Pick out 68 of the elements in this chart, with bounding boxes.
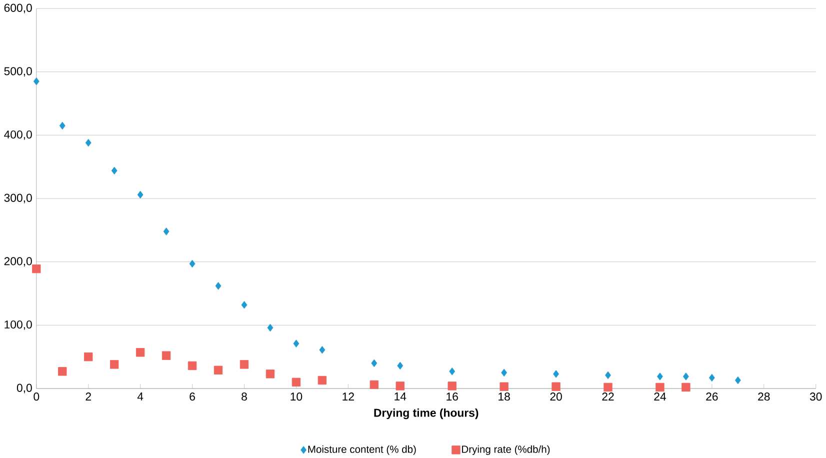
y-tick-label: 500,0 [4, 67, 32, 77]
x-tick-label: 8 [242, 392, 247, 401]
y-tick-label: 400,0 [4, 130, 32, 140]
point [33, 78, 40, 86]
point [188, 361, 197, 370]
legend-label: Drying rate (%db/h) [462, 445, 550, 455]
x-tick-label: 10 [290, 392, 302, 401]
point [318, 376, 327, 385]
point [656, 372, 663, 380]
point [267, 324, 274, 332]
x-tick-label: 2 [86, 392, 91, 401]
point [59, 122, 66, 130]
point [137, 190, 144, 199]
point [162, 351, 171, 360]
point [552, 382, 560, 391]
point [110, 360, 119, 369]
point [84, 352, 93, 362]
x-tick-label: 4 [137, 392, 144, 400]
point [85, 138, 92, 147]
point [215, 282, 222, 290]
x-tick-label: 12 [342, 392, 354, 401]
y-tick-label: 0,0 [16, 384, 32, 394]
point [136, 348, 145, 357]
y-tick-label: 200,0 [4, 257, 32, 267]
point [500, 382, 508, 391]
point [214, 366, 223, 375]
point [682, 382, 690, 392]
point [734, 376, 741, 384]
point [656, 382, 664, 392]
x-tick-label: 24 [654, 392, 666, 401]
point [319, 346, 326, 354]
point [292, 378, 301, 387]
x-tick-label: 0 [34, 392, 40, 401]
point [682, 372, 689, 380]
y-tick-label: 100,0 [4, 320, 32, 330]
x-tick-label: 16 [446, 392, 458, 401]
x-tick-label: 18 [498, 392, 510, 401]
x-tick-label: 26 [706, 392, 718, 401]
x-axis-title: Drying time (hours) [374, 408, 478, 420]
point [163, 228, 170, 236]
x-tick-label: 22 [602, 392, 614, 401]
point [396, 382, 404, 390]
x-tick-label: 6 [190, 392, 195, 401]
x-tick-label: 20 [550, 392, 562, 401]
point [111, 166, 118, 175]
point [58, 367, 67, 376]
point [501, 368, 508, 377]
x-tick-label: 28 [758, 392, 770, 401]
point [604, 382, 612, 392]
point [448, 382, 456, 390]
y-tick-label: 600,0 [4, 4, 32, 14]
point [32, 264, 41, 274]
point [397, 362, 404, 370]
point [370, 380, 379, 390]
x-tick-label: 30 [810, 392, 822, 401]
point [605, 371, 611, 380]
point [708, 374, 715, 382]
point [266, 370, 275, 378]
point [293, 340, 300, 348]
legend-label: Moisture content (% db) [308, 445, 416, 455]
point [189, 260, 196, 268]
point [240, 360, 249, 369]
point [553, 370, 560, 378]
y-tick-label: 300,0 [4, 194, 32, 204]
point [371, 359, 378, 368]
point [449, 368, 456, 376]
x-tick-label: 14 [394, 392, 406, 400]
point [241, 301, 248, 309]
